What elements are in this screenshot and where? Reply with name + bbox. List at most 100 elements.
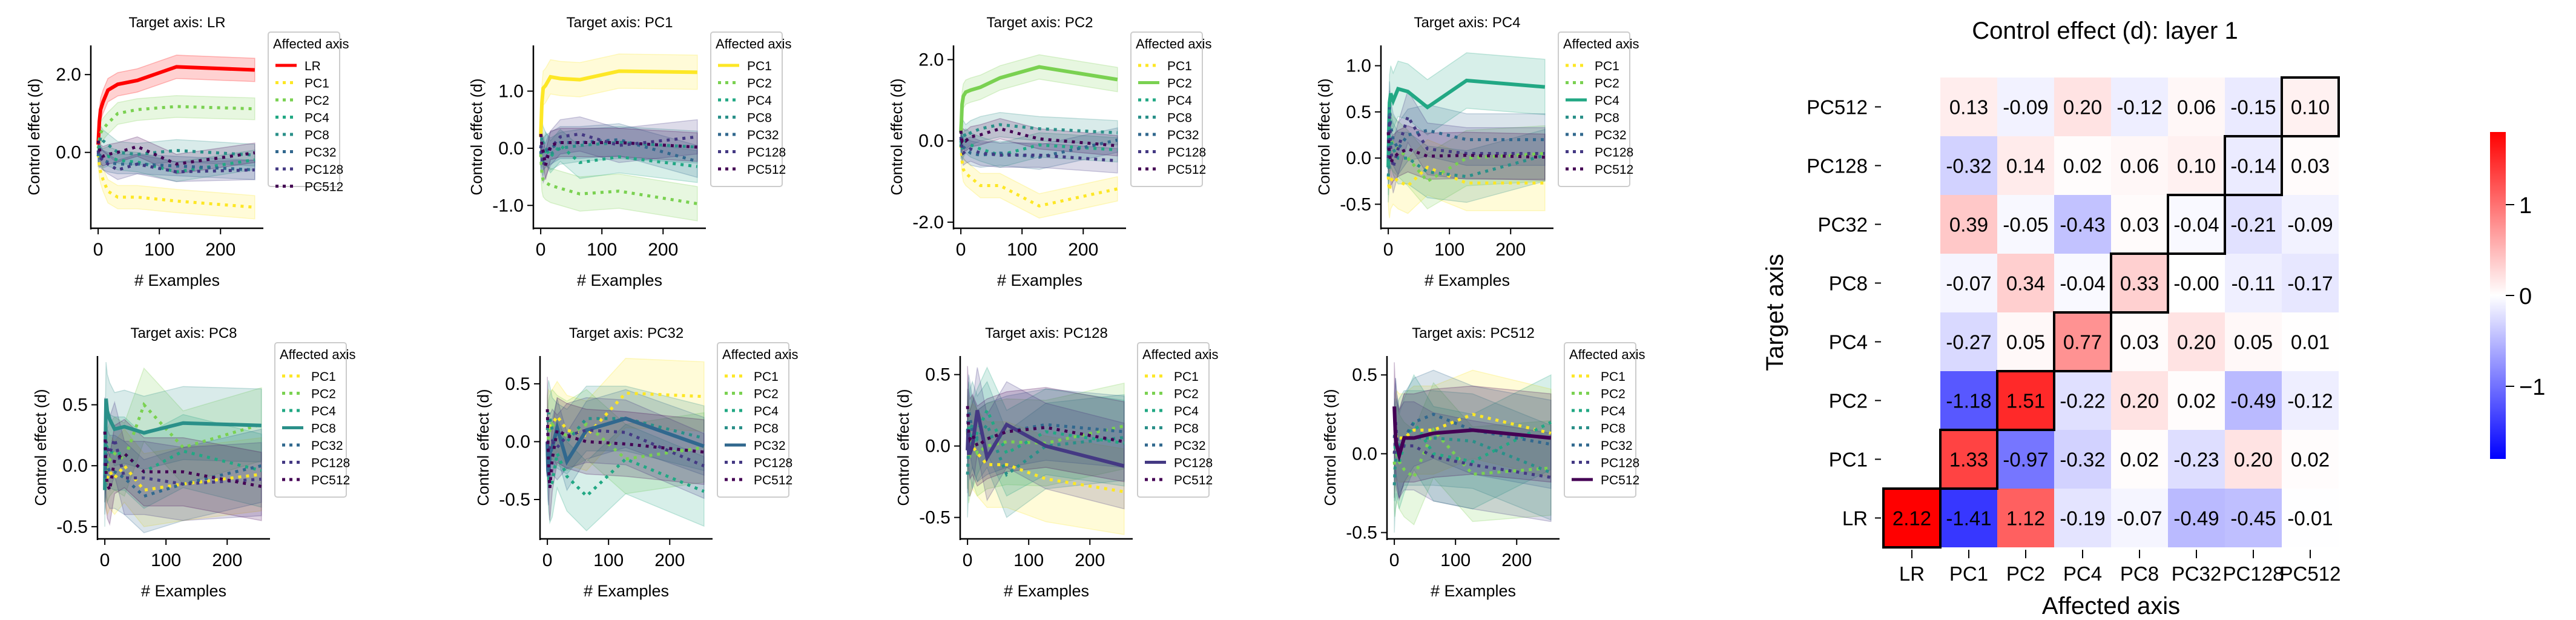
legend-label-pc32: PC32 — [1167, 128, 1199, 142]
y-tick-label: 0.5 — [62, 395, 88, 415]
x-axis-label: # Examples — [997, 271, 1082, 289]
heatmap-cell-label: -0.32 — [2060, 449, 2105, 471]
legend: Affected axis PC1 PC2 PC4 PC8 PC32 PC128 PC512 — [1130, 31, 1212, 187]
line-panel-pc128: Target axis: PC128 0.5 0.0 -0.5 0 100 200 # Exa… — [894, 325, 1219, 600]
legend-label-pc8: PC8 — [1167, 111, 1192, 125]
ci-band-pc32 — [1394, 369, 1552, 498]
x-tick-label: 200 — [654, 550, 685, 570]
heatmap-cell — [2054, 136, 2111, 195]
heatmap-cell — [1940, 78, 1997, 136]
heatmap-cell-label: -0.43 — [2060, 214, 2105, 236]
x-tick-label: 100 — [1434, 240, 1464, 260]
legend-label-pc4: PC4 — [311, 404, 336, 418]
heatmap-cell — [2225, 371, 2282, 430]
legend-label-pc32: PC32 — [305, 146, 337, 160]
heatmap-cell-label: 0.02 — [2063, 155, 2102, 177]
heatmap-cell-label: -0.97 — [2003, 449, 2048, 471]
ci-band-pc1 — [97, 142, 255, 220]
x-tick-label: 100 — [1007, 240, 1037, 260]
legend-label-pc4: PC4 — [754, 404, 779, 418]
diagonal-highlight — [2281, 76, 2340, 137]
heatmap-cell-label: 0.02 — [2177, 390, 2216, 412]
legend: Affected axis PC1 PC2 PC4 PC8 PC32 PC128 PC512 — [710, 31, 792, 187]
heatmap-cell-label: 0.33 — [2120, 272, 2159, 295]
heatmap-cell-label: -0.22 — [2060, 390, 2105, 412]
heatmap-x-tick-label: PC1 — [1949, 562, 1988, 585]
series-line-pc2 — [539, 154, 698, 205]
ci-band-pc8 — [1388, 113, 1546, 203]
ci-band-pc1 — [104, 423, 262, 527]
ci-band-pc128 — [540, 116, 698, 185]
ci-band-pc2 — [1394, 381, 1552, 526]
legend-label-pc512: PC512 — [305, 180, 343, 194]
heatmap-cell-label: 0.03 — [2120, 331, 2159, 354]
panel-title: Target axis: LR — [128, 15, 225, 31]
x-tick-label: 200 — [1075, 550, 1105, 570]
x-axis-label: # Examples — [134, 271, 220, 289]
panel-title: Target axis: PC512 — [1412, 325, 1535, 341]
heatmap-cell — [2225, 430, 2282, 489]
y-tick-label: 1.0 — [1346, 56, 1371, 76]
y-tick-label: 0.0 — [498, 139, 524, 159]
heatmap-cell-label: -0.27 — [1946, 331, 1991, 354]
heatmap-cell-label: -0.32 — [1946, 155, 1991, 177]
line-panel-pc1: Target axis: PC1 1.0 0.0 -1.0 0 100 200 # Examp… — [467, 15, 792, 289]
heatmap-cell — [2111, 430, 2168, 489]
series-line-lr — [96, 65, 255, 145]
line-panel-pc2: Target axis: PC2 2.0 0.0 -2.0 0 100 200 # Examp… — [888, 15, 1212, 289]
series-line-pc8 — [545, 412, 705, 444]
legend-frame — [1130, 31, 1203, 187]
x-axis-label: # Examples — [1425, 271, 1510, 289]
heatmap-cell — [1997, 312, 2054, 371]
legend-label-pc128: PC128 — [1601, 457, 1639, 470]
legend: Affected axis PC1 PC2 PC4 PC8 PC32 PC128 PC512 — [274, 342, 356, 498]
heatmap-panel: Control effect (d): layer 1 0.13 -0.09 0.20… — [1762, 18, 2545, 619]
series-line-pc128 — [966, 410, 1125, 468]
heatmap-cell-label: -1.41 — [1946, 507, 1991, 530]
legend-label-pc128: PC128 — [1174, 457, 1213, 470]
diagonal-highlight — [2167, 194, 2226, 255]
heatmap-cell — [2054, 195, 2111, 254]
heatmap-cell — [2111, 195, 2168, 254]
legend-label-pc2: PC2 — [1174, 388, 1199, 401]
y-tick-label: -0.5 — [56, 517, 88, 537]
series-line-pc8 — [103, 398, 262, 490]
heatmap-cell-label: -0.01 — [2287, 507, 2333, 530]
ci-band-pc1 — [1394, 369, 1552, 498]
y-tick-label: -0.5 — [919, 508, 950, 528]
heatmap-cell — [2282, 78, 2339, 136]
series-line-pc32 — [103, 453, 262, 498]
heatmap-cell — [2054, 489, 2111, 547]
heatmap-cell-label: -0.09 — [2287, 214, 2333, 236]
heatmap-cell-label: 0.20 — [2177, 331, 2216, 354]
panel-title: Target axis: PC4 — [1414, 15, 1520, 31]
legend-label-pc1: PC1 — [1167, 59, 1192, 73]
y-tick-label: -0.5 — [499, 490, 530, 510]
ci-band-pc32 — [540, 123, 698, 178]
ci-band-pc128 — [967, 367, 1125, 510]
legend-label-pc512: PC512 — [1601, 473, 1639, 487]
legend-label-pc512: PC512 — [747, 163, 786, 177]
legend-label-pc8: PC8 — [1595, 111, 1619, 125]
heatmap-cell — [2282, 312, 2339, 371]
heatmap-cell-label: -0.23 — [2173, 449, 2219, 471]
legend-label-pc8: PC8 — [1174, 422, 1199, 436]
heatmap-cell-label: 1.51 — [2006, 390, 2045, 412]
ci-band-pc4 — [960, 128, 1118, 168]
y-axis-label: Control effect (d) — [888, 78, 906, 195]
diagonal-highlight — [1996, 370, 2055, 431]
series-line-pc1 — [545, 391, 704, 438]
x-tick-label: 0 — [100, 550, 110, 570]
heatmap-x-tick-label: PC32 — [2172, 562, 2222, 585]
heatmap-cell — [1883, 489, 1940, 547]
legend-frame — [717, 342, 789, 498]
y-tick-label: 0.0 — [56, 143, 81, 163]
colorbar-tick-label: 0 — [2519, 284, 2532, 309]
line-panel-pc32: Target axis: PC32 0.5 0.0 -0.5 0 100 200 # Exam… — [474, 325, 799, 600]
heatmap-cell — [2168, 489, 2225, 547]
legend-label-pc1: PC1 — [1174, 370, 1199, 384]
ci-band-pc2 — [1388, 110, 1546, 209]
legend-label-pc2: PC2 — [305, 94, 329, 108]
heatmap-cell — [2111, 78, 2168, 136]
y-tick-label: -0.5 — [1340, 194, 1371, 214]
